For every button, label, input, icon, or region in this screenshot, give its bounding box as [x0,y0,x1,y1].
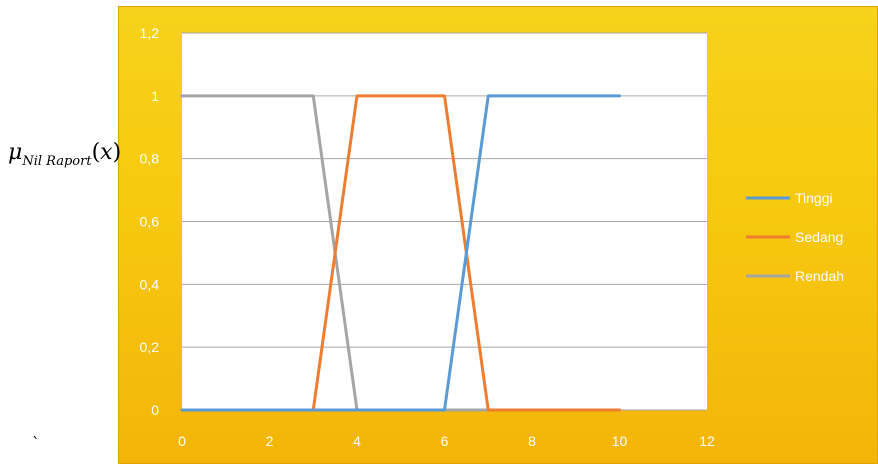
stray-mark: ` [32,434,40,453]
series-group [180,94,621,412]
y-tick-label: 0,8 [140,151,160,167]
legend-label: Tinggi [795,190,833,206]
y-tick-label: 0,4 [140,276,160,292]
x-axis: 0 2 4 6 8 10 12 [178,433,715,449]
x-tick-label: 2 [266,433,274,449]
y-axis-label: μNil Raport(x) [8,140,122,169]
x-tick-label: 4 [353,433,361,449]
x-tick-label: 8 [528,433,536,449]
x-tick-label: 0 [178,433,186,449]
y-axis: 0 0,2 0,4 0,6 0,8 1 1,2 [140,25,160,418]
x-tick-label: 12 [699,433,715,449]
y-tick-label: 1,2 [140,25,160,41]
y-tick-label: 1 [151,88,159,104]
legend-label: Rendah [795,268,844,284]
series-line-tinggi [180,94,621,412]
x-tick-label: 6 [441,433,449,449]
legend: Tinggi Sedang Rendah [746,190,844,284]
x-tick-label: 10 [612,433,628,449]
y-tick-label: 0,6 [140,214,160,230]
legend-label: Sedang [795,229,843,245]
y-tick-label: 0,2 [140,339,160,355]
y-tick-label: 0 [151,402,159,418]
